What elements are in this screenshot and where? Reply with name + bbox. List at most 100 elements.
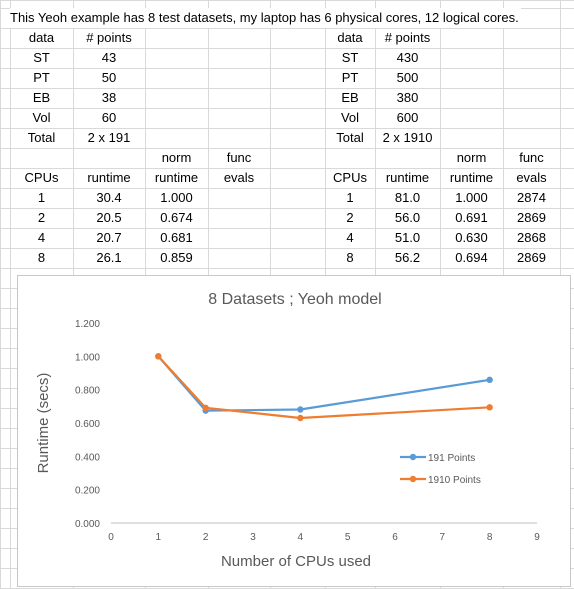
runtime-cell[interactable]: 2874	[517, 190, 546, 205]
points-header-count[interactable]: # points	[384, 30, 431, 45]
runtime-header-top[interactable]: func	[226, 150, 252, 165]
x-tick-label: 2	[203, 532, 209, 543]
gridline-horizontal	[0, 128, 574, 129]
runtime-cell[interactable]: 8	[37, 250, 46, 265]
points-cell-dataset[interactable]: ST	[341, 50, 359, 65]
runtime-cell[interactable]: 0.674	[160, 210, 193, 225]
runtime-cell[interactable]: 2	[346, 210, 354, 225]
y-tick-label: 0.400	[75, 452, 100, 463]
runtime-cell[interactable]: 2869	[517, 210, 546, 225]
points-cell-count[interactable]: 600	[396, 110, 419, 125]
runtime-cell[interactable]: 1.000	[455, 190, 488, 205]
series-line-2	[157, 355, 490, 420]
legend-label: 191 Points	[428, 453, 475, 464]
points-cell-count[interactable]: 500	[396, 70, 419, 85]
chart-svg: 8 Datasets ; Yeoh model 0.000 0.200 0.400 0.…	[35, 291, 540, 570]
legend-swatch-marker	[409, 453, 417, 461]
points-header-data[interactable]: data	[28, 30, 55, 45]
points-cell-count[interactable]: 2 x 1910	[382, 130, 433, 145]
runtime-cell[interactable]	[208, 248, 270, 268]
runtime-header[interactable]: runtime	[385, 170, 430, 185]
runtime-cell[interactable]: 20.7	[96, 230, 122, 245]
gridline-horizontal	[0, 268, 574, 269]
runtime-cell[interactable]: 1.000	[160, 190, 193, 205]
runtime-header[interactable]: runtime	[449, 170, 494, 185]
points-cell-dataset[interactable]: Vol	[340, 110, 360, 125]
points-cell-dataset[interactable]: Vol	[32, 110, 51, 125]
points-cell-count[interactable]: 50	[101, 70, 117, 85]
gridline-horizontal	[0, 88, 574, 89]
points-cell-count[interactable]: 38	[101, 90, 117, 105]
runtime-header-top[interactable]	[10, 148, 73, 168]
runtime-cell[interactable]	[208, 228, 270, 248]
x-tick-label: 4	[298, 532, 304, 543]
runtime-cell[interactable]: 1	[37, 190, 46, 205]
runtime-cell[interactable]: 51.0	[394, 230, 421, 245]
runtime-cell[interactable]: 2	[37, 210, 46, 225]
runtime-header-top[interactable]	[375, 148, 440, 168]
sheet-title-cell[interactable]: This Yeoh example has 8 test datasets, m…	[10, 8, 521, 28]
chart[interactable]: 8 Datasets ; Yeoh model 0.000 0.200 0.400 0.…	[17, 275, 571, 587]
points-cell-count[interactable]: 60	[101, 110, 117, 125]
gridline-horizontal	[0, 168, 574, 169]
data-point	[486, 404, 493, 411]
points-cell-dataset[interactable]: EB	[32, 90, 51, 105]
gridline-horizontal	[0, 108, 574, 109]
points-header-data[interactable]: data	[337, 30, 363, 45]
runtime-cell[interactable]: 0.630	[455, 230, 488, 245]
runtime-cell[interactable]: 0.694	[455, 250, 488, 265]
runtime-cell[interactable]: 1	[346, 190, 354, 205]
y-tick-label: 0.000	[75, 519, 100, 530]
y-tick-label: 0.800	[75, 386, 100, 397]
x-tick-label: 6	[392, 532, 398, 543]
runtime-cell[interactable]: 0.691	[455, 210, 488, 225]
x-tick-label: 8	[487, 532, 493, 543]
points-cell-dataset[interactable]: PT	[33, 70, 50, 85]
points-cell-dataset[interactable]: ST	[33, 50, 50, 65]
runtime-cell[interactable]: 4	[346, 230, 354, 245]
runtime-cell[interactable]: 8	[346, 250, 354, 265]
runtime-cell[interactable]	[208, 208, 270, 228]
gridline-vertical	[10, 0, 11, 589]
runtime-cell[interactable]: 0.681	[160, 230, 193, 245]
chart-title: 8 Datasets ; Yeoh model	[208, 291, 381, 308]
points-cell-dataset[interactable]: Total	[27, 130, 56, 145]
runtime-header-top[interactable]	[73, 148, 145, 168]
points-header-count[interactable]: # points	[86, 30, 132, 45]
points-cell-dataset[interactable]: PT	[341, 70, 359, 85]
runtime-header[interactable]: evals	[223, 170, 255, 185]
runtime-cell[interactable]: 20.5	[96, 210, 122, 225]
runtime-cell[interactable]: 4	[37, 230, 46, 245]
runtime-header-top[interactable]: norm	[456, 150, 487, 165]
points-cell-dataset[interactable]: Total	[336, 130, 364, 145]
runtime-cell[interactable]: 0.859	[160, 250, 193, 265]
runtime-cell[interactable]: 30.4	[96, 190, 122, 205]
runtime-header[interactable]: runtime	[154, 170, 199, 185]
points-cell-count[interactable]: 2 x 191	[87, 130, 131, 145]
points-cell-dataset[interactable]: EB	[341, 90, 359, 105]
runtime-header[interactable]: evals	[516, 170, 547, 185]
points-cell-count[interactable]: 380	[396, 90, 419, 105]
runtime-cell[interactable]: 81.0	[394, 190, 421, 205]
runtime-header[interactable]: CPUs	[24, 170, 59, 185]
runtime-cell[interactable]: 56.0	[394, 210, 421, 225]
data-point	[486, 376, 493, 384]
points-cell-count[interactable]: 43	[101, 50, 117, 65]
runtime-header-top[interactable]: func	[519, 150, 544, 165]
legend-swatch-marker	[409, 475, 417, 483]
runtime-cell[interactable]	[208, 188, 270, 208]
gridline-horizontal	[0, 208, 574, 209]
runtime-cell[interactable]: 26.1	[96, 250, 122, 265]
y-tick-label: 0.600	[75, 419, 100, 430]
runtime-header[interactable]: CPUs	[333, 170, 367, 185]
gridline-horizontal	[0, 28, 574, 29]
runtime-cell[interactable]: 2868	[517, 230, 546, 245]
points-cell-count[interactable]: 430	[396, 50, 419, 65]
runtime-cell[interactable]: 56.2	[394, 250, 421, 265]
x-axis-title: Number of CPUs used	[221, 553, 371, 570]
runtime-cell[interactable]: 2869	[517, 250, 546, 265]
runtime-header-top[interactable]	[325, 148, 375, 168]
runtime-header[interactable]: runtime	[87, 170, 131, 185]
runtime-header-top[interactable]: norm	[161, 150, 192, 165]
gridline-horizontal	[0, 0, 574, 1]
